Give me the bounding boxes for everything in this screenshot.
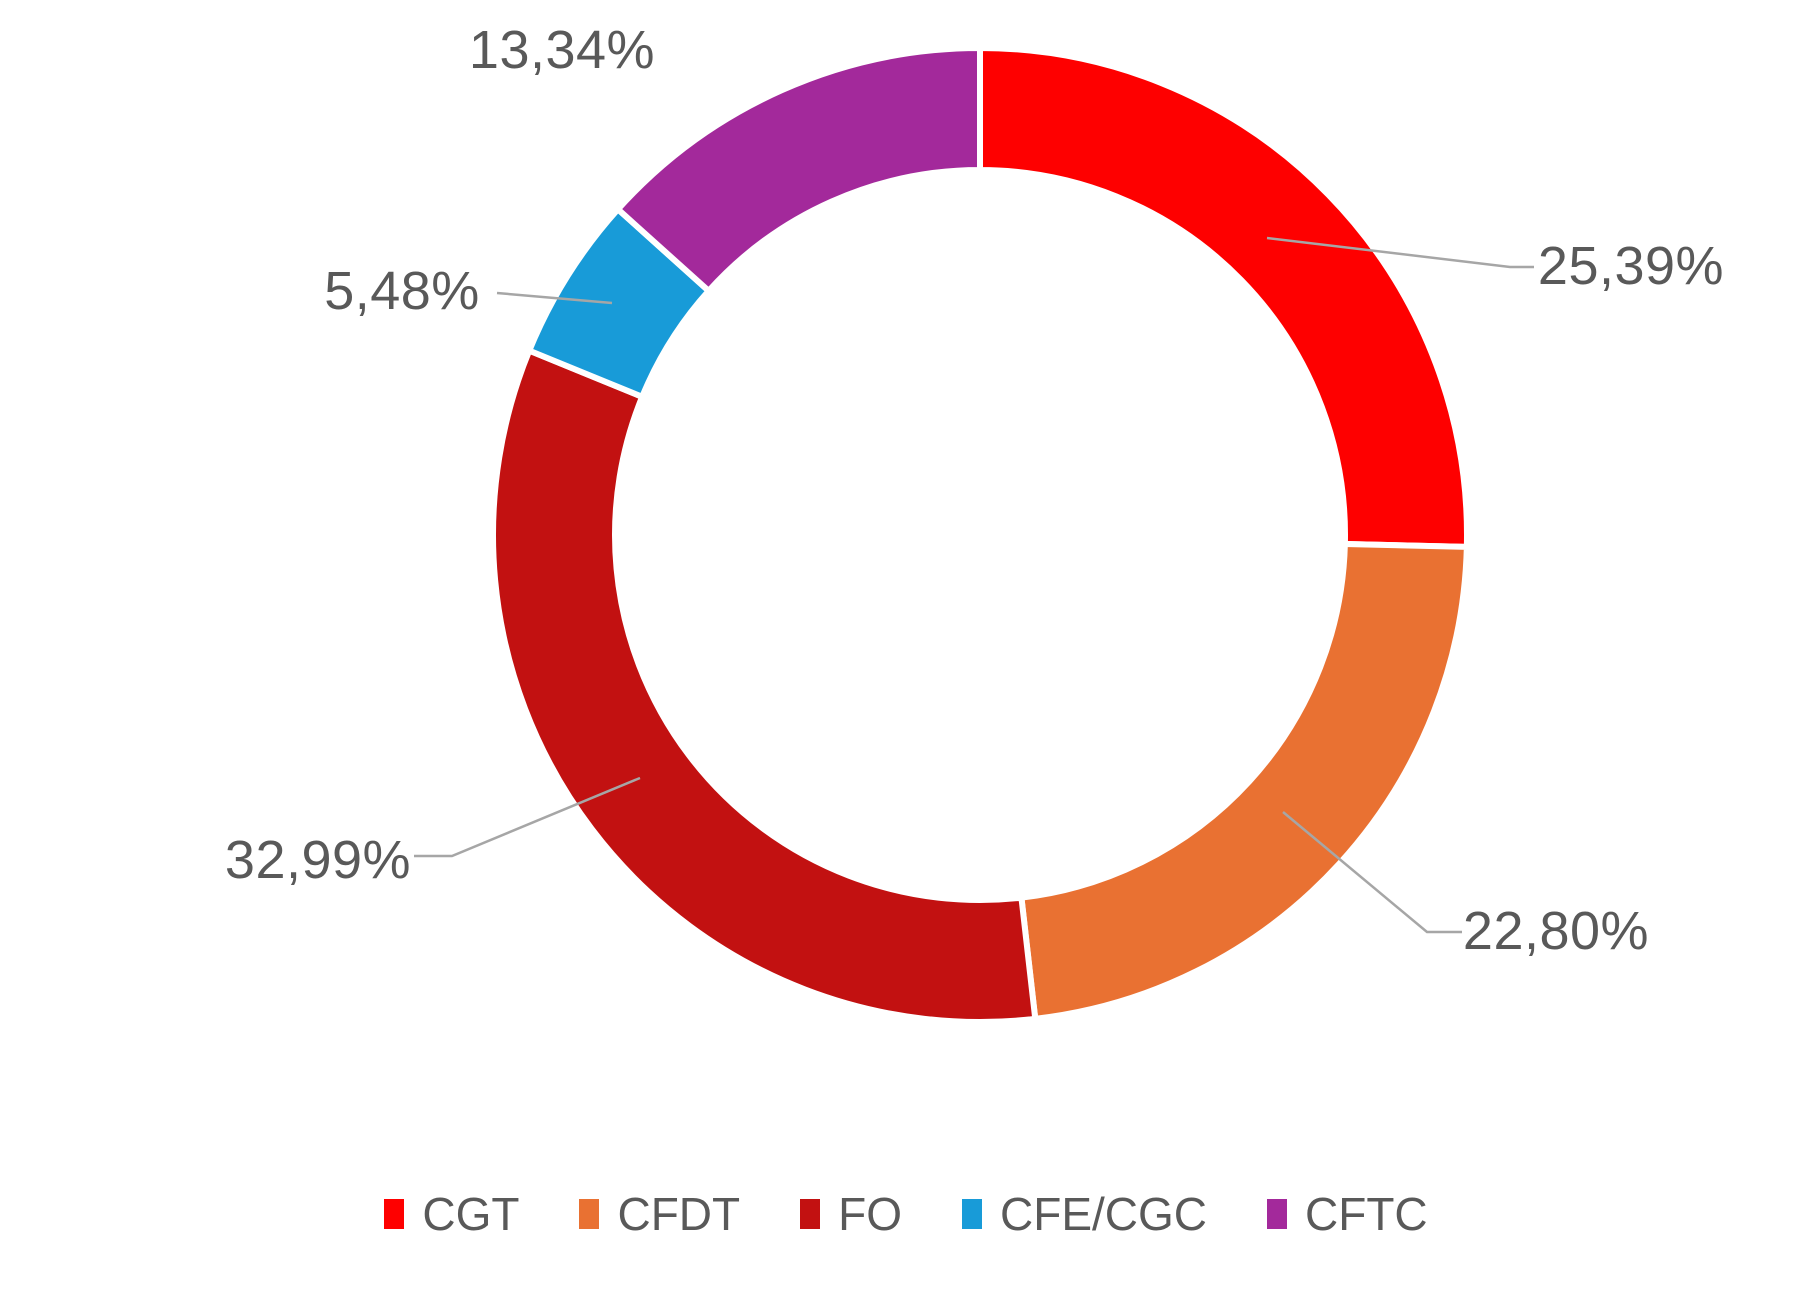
leader-line-fo [414, 776, 641, 858]
legend-item-cfdt: CFDT [579, 1187, 740, 1241]
legend-swatch-cfdt [579, 1199, 600, 1229]
donut-slice-fo [490, 346, 1039, 1025]
legend-label-cftc: CFTC [1305, 1188, 1428, 1240]
legend-item-cgt: CGT [384, 1187, 519, 1241]
legend-label-cgt: CGT [422, 1188, 520, 1240]
legend-label-cfe-cgc: CFE/CGC [1000, 1188, 1207, 1240]
legend-swatch-cftc [1267, 1199, 1287, 1229]
legend-swatch-cgt [384, 1199, 405, 1229]
legend-item-fo: FO [800, 1187, 902, 1241]
leader-lines-group [414, 236, 1534, 934]
donut-slice-cftc [613, 44, 983, 296]
donut-slice-cgt [977, 44, 1470, 551]
leader-line-cfe-cgc [496, 291, 613, 305]
data-label-cgt: 25,39% [1537, 236, 1725, 296]
legend-label-fo: FO [838, 1188, 902, 1240]
data-label-fo: 32,99% [224, 830, 412, 890]
legend-swatch-cfe-cgc [962, 1199, 982, 1229]
donut-slices-group [490, 44, 1470, 1025]
data-label-cftc: 13,34% [468, 20, 656, 80]
data-label-cfdt: 22,80% [1462, 901, 1650, 961]
legend-label-cfdt: CFDT [617, 1188, 741, 1240]
legend: CGT CFDT FO CFE/CGC CFTC [0, 1186, 1812, 1242]
leader-line-cfdt [1282, 811, 1462, 934]
leader-line-cgt [1266, 236, 1534, 269]
donut-slice-cfdt [1018, 540, 1470, 1023]
legend-swatch-fo [800, 1199, 821, 1229]
legend-item-cftc: CFTC [1267, 1187, 1428, 1241]
data-label-cfe-cgc: 5,48% [324, 261, 480, 321]
legend-item-cfe-cgc: CFE/CGC [962, 1187, 1207, 1241]
